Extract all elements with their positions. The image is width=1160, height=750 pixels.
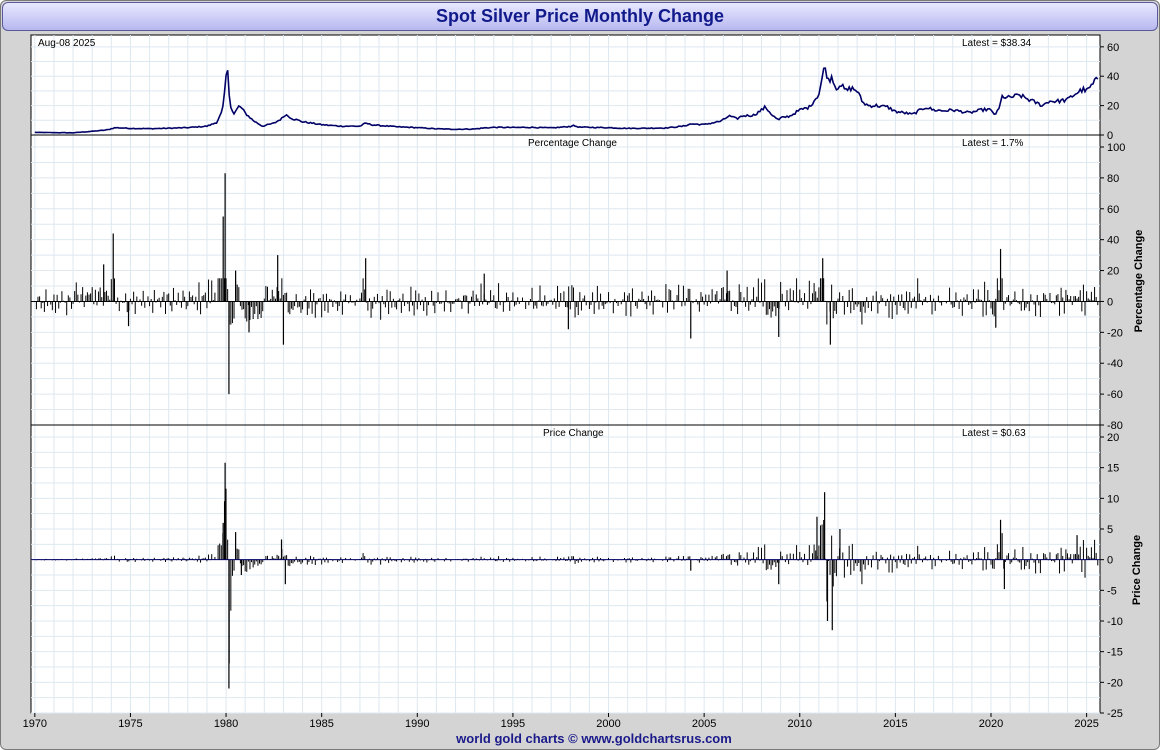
x-tick-label: 1985 bbox=[309, 718, 333, 730]
y-tick-label: -20 bbox=[1107, 677, 1123, 689]
y-tick-label: -15 bbox=[1107, 647, 1123, 659]
y-tick-label: 20 bbox=[1107, 432, 1119, 444]
x-tick-label: 2015 bbox=[883, 718, 907, 730]
x-tick-label: 1980 bbox=[214, 718, 238, 730]
y-tick-label: -10 bbox=[1107, 616, 1123, 628]
y-tick-label: -40 bbox=[1107, 358, 1123, 370]
x-tick-label: 2020 bbox=[979, 718, 1003, 730]
y-tick-label: 15 bbox=[1107, 463, 1119, 475]
x-tick-label: 1975 bbox=[118, 718, 142, 730]
y-tick-label: 60 bbox=[1107, 42, 1119, 54]
x-tick-label: 2000 bbox=[596, 718, 620, 730]
y-tick-label: 40 bbox=[1107, 71, 1119, 83]
title-bar: Spot Silver Price Monthly Change bbox=[2, 2, 1158, 31]
chart-marks bbox=[31, 67, 1100, 689]
panel-borders bbox=[31, 134, 1100, 426]
x-tick-label: 2005 bbox=[692, 718, 716, 730]
chg-panel-label: Price Change bbox=[543, 428, 604, 439]
y-tick-label: 100 bbox=[1107, 142, 1125, 154]
y-tick-label: 60 bbox=[1107, 204, 1119, 216]
y-tick-label: -5 bbox=[1107, 585, 1117, 597]
plot-area bbox=[30, 34, 1101, 714]
y-tick-label: 20 bbox=[1107, 101, 1119, 113]
chart-title: Spot Silver Price Monthly Change bbox=[435, 6, 725, 26]
footer-credit: world gold charts © www.goldchartsrus.co… bbox=[456, 731, 732, 746]
price-latest-label: Latest = $38.34 bbox=[962, 38, 1032, 49]
y-tick-label: 5 bbox=[1107, 524, 1113, 536]
y-tick-label: 40 bbox=[1107, 235, 1119, 247]
pct-panel-label: Percentage Change bbox=[528, 138, 617, 149]
price-date-label: Aug-08 2025 bbox=[38, 38, 96, 49]
y-tick-label: -80 bbox=[1107, 420, 1123, 432]
x-tick-label: 1970 bbox=[23, 718, 47, 730]
y-tick-label: 0 bbox=[1107, 130, 1113, 142]
pct-latest-label: Latest = 1.7% bbox=[962, 138, 1024, 149]
x-tick-label: 1990 bbox=[405, 718, 429, 730]
y-tick-label: 0 bbox=[1107, 296, 1113, 308]
y-tick-label: 0 bbox=[1107, 555, 1113, 567]
y-tick-label: -20 bbox=[1107, 327, 1123, 339]
axes: 0204060-80-60-40-20020406080100-25-20-15… bbox=[23, 42, 1126, 730]
x-tick-label: 1995 bbox=[501, 718, 525, 730]
x-tick-label: 2010 bbox=[788, 718, 812, 730]
y-tick-label: 10 bbox=[1107, 493, 1119, 505]
y-tick-label: 80 bbox=[1107, 173, 1119, 185]
chg-latest-label: Latest = $0.63 bbox=[962, 428, 1026, 439]
y-tick-label: -60 bbox=[1107, 389, 1123, 401]
pct-axis-title: Percentage Change bbox=[1133, 230, 1145, 333]
y-tick-label: 20 bbox=[1107, 266, 1119, 278]
price-line bbox=[34, 67, 1099, 134]
chg-axis-title: Price Change bbox=[1131, 535, 1143, 605]
x-tick-label: 2025 bbox=[1074, 718, 1098, 730]
y-tick-label: -25 bbox=[1107, 708, 1123, 720]
